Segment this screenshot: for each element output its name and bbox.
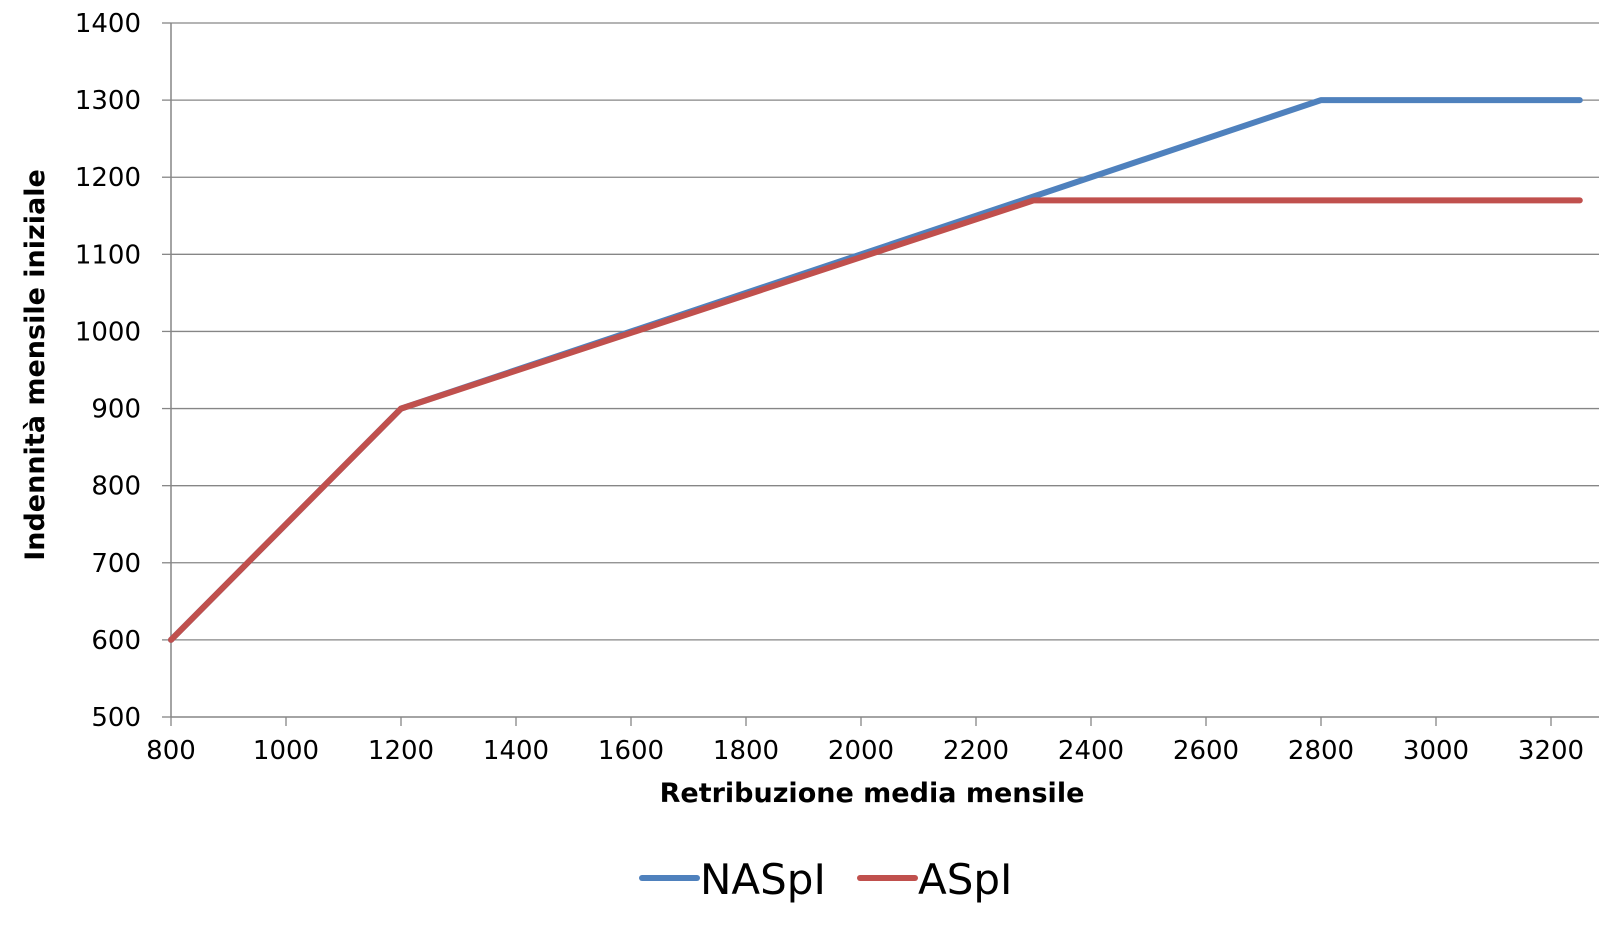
x-tick-label-3000: 3000 xyxy=(1403,736,1469,766)
y-tick-label-1100: 1100 xyxy=(75,240,141,270)
y-tick-label-1200: 1200 xyxy=(75,163,141,193)
tick-labels: 500 600 700 800 900 1000 1100 1200 1300 1400 800 10… xyxy=(75,9,1584,766)
series-lines xyxy=(168,97,1583,643)
x-tick-label-3200: 3200 xyxy=(1518,736,1584,766)
x-tick-label-1200: 1200 xyxy=(368,736,434,766)
x-tick-label-1000: 1000 xyxy=(253,736,319,766)
x-tick-label-2600: 2600 xyxy=(1173,736,1239,766)
x-tick-label-1600: 1600 xyxy=(598,736,664,766)
legend: NASpI ASpI xyxy=(639,855,1012,904)
y-tick-label-1000: 1000 xyxy=(75,317,141,347)
x-tick-label-1400: 1400 xyxy=(483,736,549,766)
y-tick-label-800: 800 xyxy=(91,472,141,502)
y-tick-label-700: 700 xyxy=(91,549,141,579)
x-tick-label-1800: 1800 xyxy=(713,736,779,766)
x-tick-label-2400: 2400 xyxy=(1058,736,1124,766)
series-line-naspi xyxy=(168,97,1583,643)
x-tick-label-2000: 2000 xyxy=(828,736,894,766)
y-tick-label-1300: 1300 xyxy=(75,86,141,116)
y-tick-label-900: 900 xyxy=(91,395,141,425)
y-tick-label-1400: 1400 xyxy=(75,9,141,39)
grid-lines xyxy=(171,22,1599,641)
axes xyxy=(162,22,1599,726)
legend-label-naspi: NASpI xyxy=(700,855,826,904)
x-tick-label-2200: 2200 xyxy=(943,736,1009,766)
x-axis-title: Retribuzione media mensile xyxy=(660,778,1085,809)
x-tick-label-2800: 2800 xyxy=(1288,736,1354,766)
legend-label-aspi: ASpI xyxy=(918,855,1012,904)
y-axis-title: Indennità mensile iniziale xyxy=(20,169,51,561)
x-tick-label-800: 800 xyxy=(146,736,196,766)
y-tick-label-600: 600 xyxy=(91,626,141,656)
y-tick-label-500: 500 xyxy=(91,703,141,733)
series-line-aspi xyxy=(168,197,1583,643)
